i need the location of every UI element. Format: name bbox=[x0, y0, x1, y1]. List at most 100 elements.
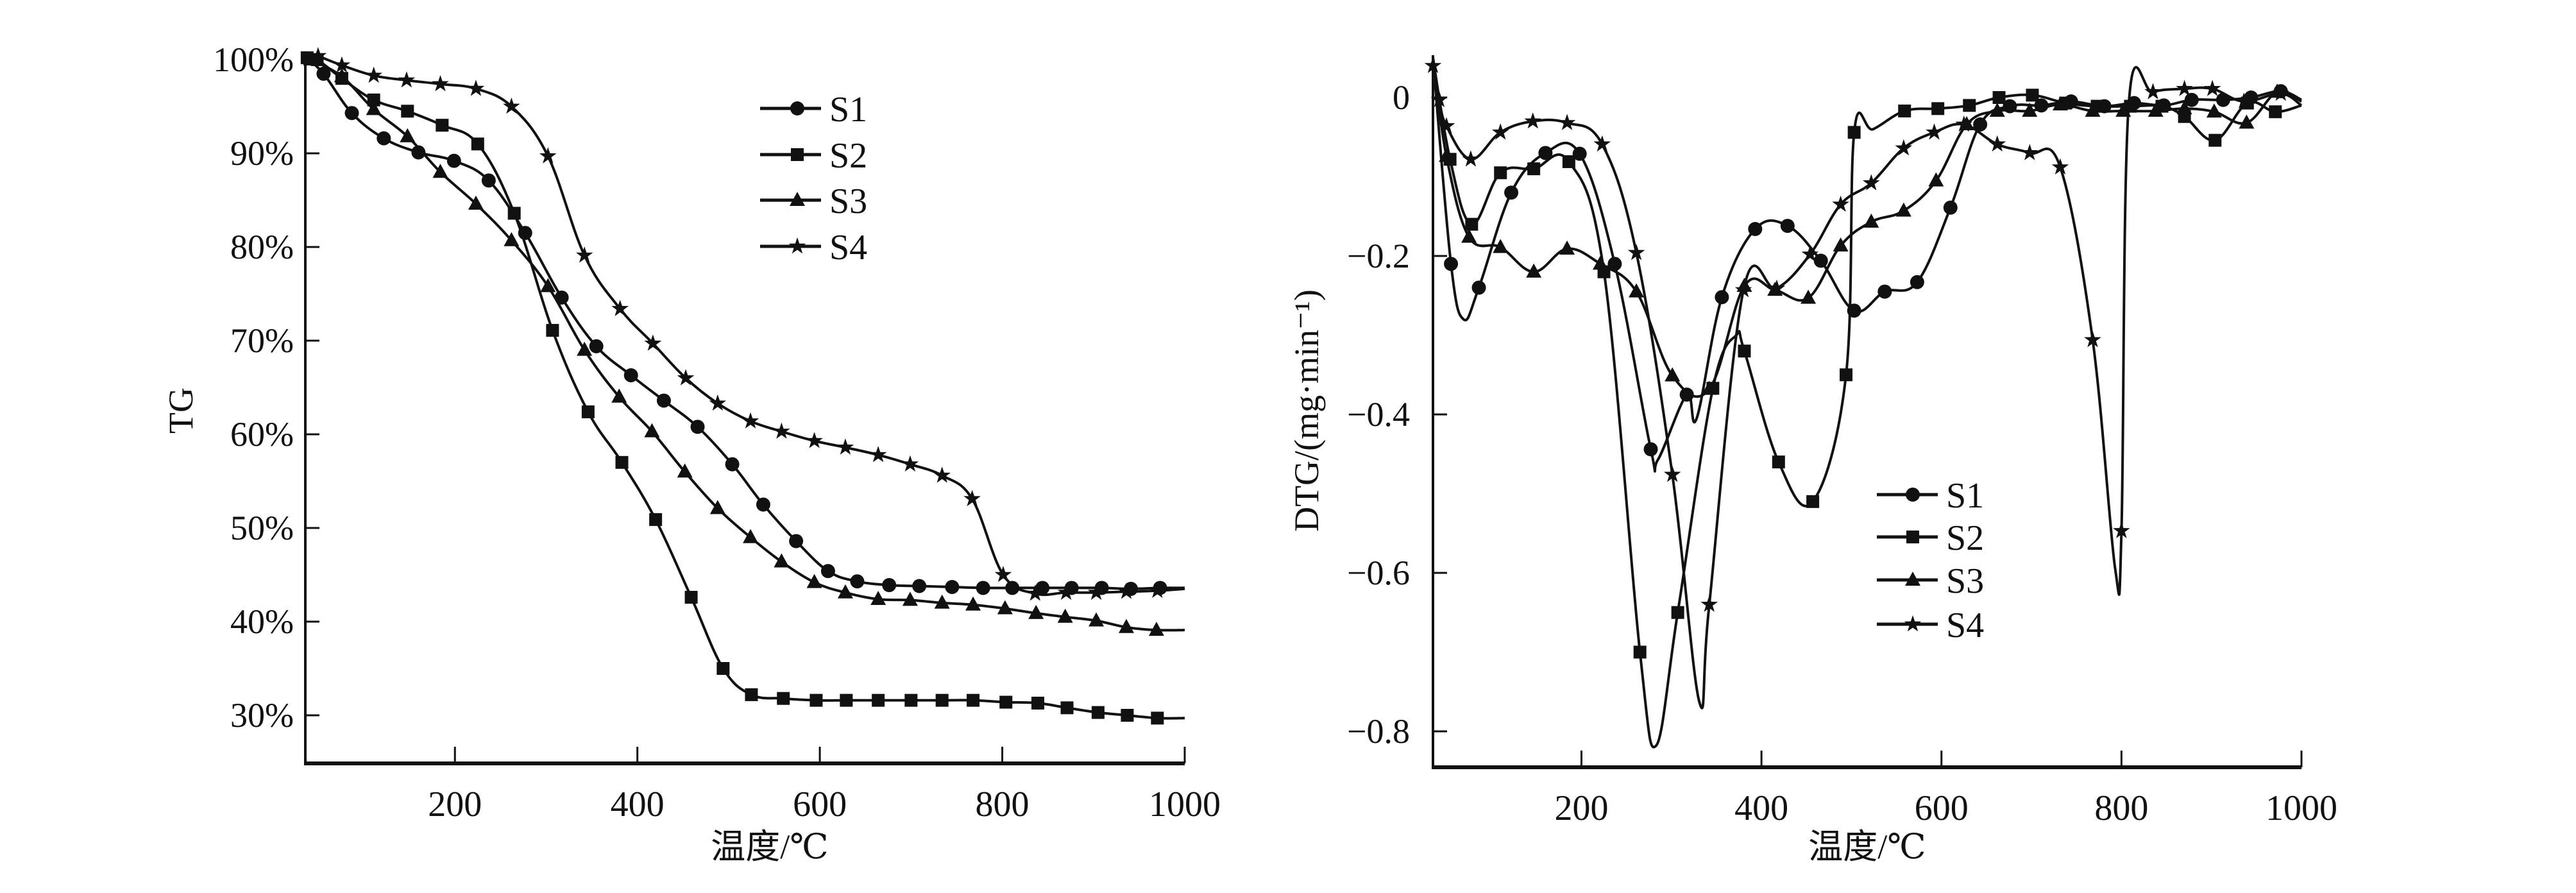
data-point-star bbox=[2272, 84, 2289, 101]
data-point-star bbox=[869, 446, 887, 463]
data-point-triangle bbox=[1863, 213, 1879, 228]
data-point-triangle bbox=[366, 101, 382, 115]
series-s2 bbox=[300, 51, 1185, 725]
data-point-triangle bbox=[709, 500, 725, 515]
x-tick-label: 600 bbox=[1915, 788, 1969, 828]
series-s4 bbox=[309, 47, 1185, 601]
data-point-triangle bbox=[2052, 96, 2068, 111]
data-point-star bbox=[933, 466, 951, 483]
data-point-star bbox=[309, 47, 327, 64]
x-tick-label: 400 bbox=[1734, 788, 1788, 828]
data-point-star bbox=[2176, 80, 2193, 96]
data-point-square bbox=[967, 693, 980, 707]
data-point-triangle bbox=[1493, 239, 1509, 253]
data-point-star bbox=[1895, 139, 1913, 156]
data-point-triangle bbox=[743, 529, 759, 543]
series-s4 bbox=[1424, 56, 2303, 710]
data-point-circle bbox=[945, 579, 960, 594]
data-point-triangle bbox=[902, 591, 918, 606]
y-tick-label: 30% bbox=[230, 696, 294, 735]
data-point-star bbox=[741, 412, 759, 429]
data-point-triangle bbox=[504, 232, 520, 246]
data-point-square bbox=[1963, 99, 1976, 112]
data-point-square bbox=[2026, 89, 2039, 102]
data-point-star bbox=[2021, 144, 2038, 160]
data-point-star bbox=[806, 432, 823, 448]
data-point-circle bbox=[756, 497, 770, 512]
y-tick-label: 70% bbox=[230, 321, 294, 360]
data-point-star bbox=[1832, 195, 1849, 212]
data-point-square bbox=[1772, 455, 1785, 469]
y-tick-label: 100% bbox=[213, 40, 294, 79]
data-point-star bbox=[1663, 465, 1681, 482]
data-point-triangle bbox=[644, 423, 660, 438]
data-point-square bbox=[1494, 166, 1507, 180]
data-point-square bbox=[1931, 102, 1945, 115]
data-point-triangle bbox=[2176, 100, 2192, 115]
data-point-star bbox=[611, 300, 629, 316]
data-point-triangle bbox=[1526, 263, 1542, 278]
data-point-circle bbox=[1715, 290, 1729, 305]
data-point-square bbox=[1738, 344, 1751, 358]
data-point-star bbox=[1430, 90, 1448, 107]
legend-label: S3 bbox=[1946, 561, 1984, 601]
data-point-square bbox=[1465, 217, 1479, 231]
data-point-star bbox=[1026, 584, 1044, 601]
data-point-circle bbox=[789, 534, 804, 549]
data-point-circle bbox=[1780, 219, 1795, 234]
data-point-square bbox=[2208, 133, 2222, 147]
y-tick-label: 60% bbox=[230, 415, 294, 454]
data-point-circle bbox=[1973, 117, 1988, 132]
data-point-star bbox=[333, 56, 351, 73]
data-point-square bbox=[684, 591, 698, 604]
data-point-square bbox=[1091, 706, 1105, 719]
x-tick-label: 200 bbox=[1555, 788, 1609, 828]
data-point-star bbox=[1149, 581, 1166, 599]
data-point-triangle bbox=[806, 574, 822, 588]
legend-item: S3 bbox=[760, 182, 867, 221]
data-point-square bbox=[1031, 697, 1045, 710]
data-point-circle bbox=[850, 574, 865, 589]
series-line bbox=[318, 55, 1185, 597]
data-point-triangle bbox=[2206, 103, 2222, 118]
data-point-square bbox=[367, 93, 380, 106]
data-point-square bbox=[649, 513, 663, 526]
x-axis-label: 温度/℃ bbox=[711, 828, 828, 866]
data-point-triangle bbox=[837, 584, 853, 599]
legend-item: S1 bbox=[760, 90, 867, 130]
x-tick-label: 400 bbox=[611, 785, 665, 824]
legend-marker-triangle bbox=[1905, 572, 1920, 586]
y-tick-label: 0 bbox=[1393, 78, 1410, 117]
data-point-square bbox=[840, 693, 853, 707]
data-point-triangle bbox=[1928, 172, 1944, 187]
data-point-circle bbox=[1943, 200, 1958, 215]
y-tick-label: −0.4 bbox=[1347, 395, 1410, 434]
data-point-star bbox=[1768, 279, 1786, 296]
series-s3 bbox=[1432, 58, 2302, 398]
data-point-star bbox=[963, 489, 981, 507]
data-point-triangle bbox=[677, 463, 693, 478]
data-point-star bbox=[1801, 245, 1819, 262]
data-point-circle bbox=[623, 368, 638, 383]
data-point-triangle bbox=[1665, 367, 1681, 382]
x-tick-label: 200 bbox=[428, 785, 482, 824]
data-point-circle bbox=[481, 173, 496, 188]
data-point-circle bbox=[316, 66, 331, 81]
y-tick-label: −0.6 bbox=[1347, 554, 1410, 592]
data-point-circle bbox=[1444, 257, 1459, 271]
data-point-star bbox=[773, 422, 790, 439]
data-point-square bbox=[999, 695, 1013, 709]
data-point-star bbox=[2203, 80, 2221, 96]
data-point-circle bbox=[912, 579, 927, 593]
data-point-square bbox=[935, 693, 949, 707]
data-point-square bbox=[904, 693, 918, 707]
legend-marker-square bbox=[1906, 531, 1919, 543]
y-tick-label: −0.2 bbox=[1347, 237, 1410, 275]
data-point-square bbox=[1151, 711, 1164, 725]
legend-item: S3 bbox=[1877, 561, 1984, 601]
x-tick-label: 800 bbox=[976, 785, 1030, 824]
legend-marker-star bbox=[788, 237, 806, 254]
legend-item: S4 bbox=[1877, 606, 1984, 645]
data-point-circle bbox=[882, 578, 897, 593]
